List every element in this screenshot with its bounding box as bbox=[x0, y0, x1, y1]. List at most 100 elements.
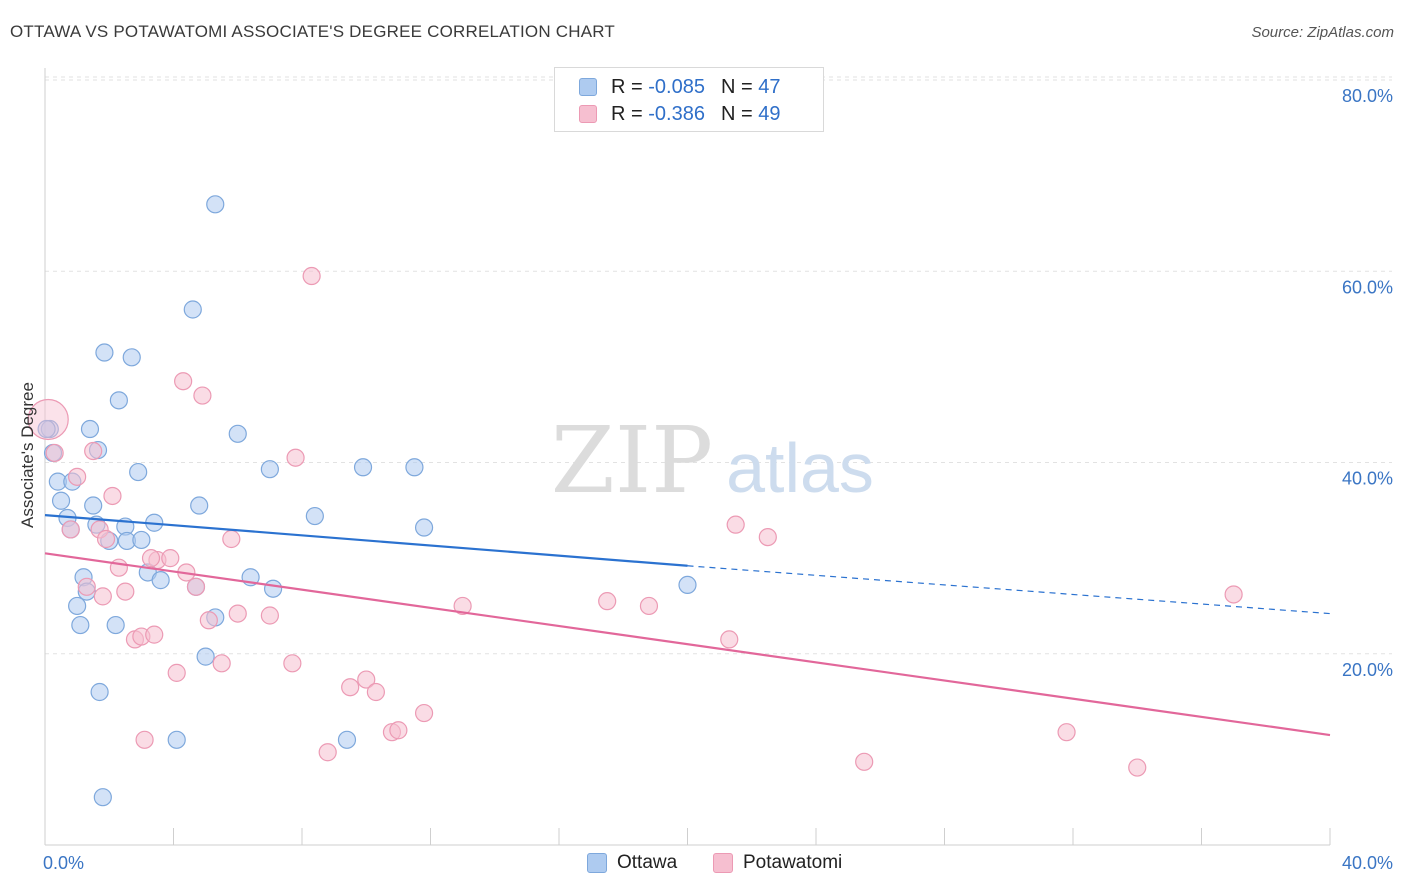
potawatomi-n-value: 49 bbox=[758, 102, 781, 125]
potawatomi-point bbox=[135, 730, 154, 749]
potawatomi-point bbox=[286, 448, 305, 467]
legend-row-potawatomi: R = -0.386 N = 49 bbox=[579, 101, 780, 127]
potawatomi-point bbox=[366, 682, 385, 702]
ottawa-n-value: 47 bbox=[758, 75, 781, 98]
potawatomi-r-value: -0.386 bbox=[648, 102, 705, 125]
potawatomi-point bbox=[758, 527, 777, 547]
potawatomi-point bbox=[186, 577, 206, 596]
y-tick-label: 80.0% bbox=[1342, 86, 1393, 106]
ottawa-point bbox=[90, 682, 109, 702]
ottawa-point bbox=[228, 424, 247, 443]
potawatomi-point bbox=[68, 467, 87, 486]
potawatomi-point bbox=[212, 654, 231, 673]
ottawa-point bbox=[260, 460, 279, 479]
potawatomi-point bbox=[61, 520, 80, 539]
ottawa-point bbox=[37, 419, 56, 439]
potawatomi-point bbox=[116, 582, 135, 601]
potawatomi-point bbox=[318, 743, 337, 762]
potawatomi-point bbox=[109, 558, 128, 577]
potawatomi-n-label: N = bbox=[720, 102, 753, 125]
ottawa-point bbox=[353, 458, 373, 477]
ottawa-r-value: -0.085 bbox=[648, 75, 705, 98]
ottawa-point bbox=[95, 343, 114, 362]
ottawa-point bbox=[93, 788, 112, 807]
ottawa-swatch bbox=[579, 78, 597, 96]
potawatomi-point bbox=[341, 678, 360, 697]
ottawa-point bbox=[414, 518, 434, 537]
ottawa-trend-extension bbox=[687, 565, 1331, 615]
potawatomi-swatch bbox=[579, 105, 597, 123]
y-tick-label: 60.0% bbox=[1342, 277, 1393, 297]
potawatomi-point bbox=[45, 443, 64, 463]
potawatomi-point bbox=[1224, 585, 1243, 604]
potawatomi-point bbox=[193, 386, 212, 405]
ottawa-point bbox=[129, 462, 148, 482]
potawatomi-point bbox=[598, 592, 617, 611]
bottom-ottawa-label: Ottawa bbox=[617, 852, 678, 873]
potawatomi-point bbox=[84, 441, 103, 461]
correlation-legend: R = -0.085 N = 47 R = -0.386 N = 49 bbox=[554, 67, 824, 132]
ottawa-point bbox=[68, 596, 87, 616]
potawatomi-r-label: R = bbox=[611, 102, 643, 125]
ottawa-point bbox=[190, 496, 209, 515]
ottawa-point bbox=[337, 730, 357, 749]
potawatomi-point bbox=[145, 625, 164, 644]
ottawa-point bbox=[109, 391, 128, 410]
potawatomi-point bbox=[93, 587, 112, 606]
ottawa-point bbox=[167, 730, 186, 749]
x-tick-label-max: 40.0% bbox=[1342, 853, 1393, 873]
potawatomi-point bbox=[726, 515, 745, 534]
ottawa-point bbox=[151, 571, 170, 590]
source-label: Source: ZipAtlas.com bbox=[1251, 24, 1394, 41]
y-axis-label: Associate's Degree bbox=[18, 382, 37, 528]
potawatomi-point bbox=[283, 654, 302, 673]
potawatomi-point bbox=[199, 611, 218, 630]
ottawa-point bbox=[206, 195, 225, 214]
potawatomi-point bbox=[103, 486, 122, 506]
gridlines bbox=[45, 76, 1392, 655]
watermark-atlas: atlas bbox=[726, 429, 874, 507]
legend-row-ottawa: R = -0.085 N = 47 bbox=[579, 74, 780, 100]
ottawa-point bbox=[84, 496, 103, 515]
potawatomi-points bbox=[27, 266, 1243, 777]
ottawa-n-label: N = bbox=[720, 75, 753, 98]
potawatomi-point bbox=[161, 549, 180, 568]
potawatomi-point bbox=[228, 604, 247, 623]
potawatomi-point bbox=[302, 266, 321, 286]
watermark: ZIP atlas bbox=[551, 407, 874, 514]
ottawa-r-label: R = bbox=[611, 75, 643, 98]
y-tick-label: 40.0% bbox=[1342, 469, 1393, 489]
bottom-potawatomi-swatch bbox=[713, 853, 733, 873]
potawatomi-point bbox=[174, 372, 193, 391]
ottawa-point bbox=[678, 575, 697, 595]
ottawa-point bbox=[405, 458, 424, 477]
ottawa-point bbox=[263, 579, 283, 598]
ottawa-point bbox=[183, 300, 202, 319]
potawatomi-point bbox=[260, 606, 279, 625]
potawatomi-point bbox=[414, 703, 434, 723]
bottom-ottawa-swatch bbox=[587, 853, 607, 873]
potawatomi-point bbox=[453, 596, 472, 616]
watermark-zip: ZIP bbox=[551, 407, 713, 514]
potawatomi-point bbox=[96, 529, 116, 549]
ottawa-point bbox=[196, 647, 215, 666]
potawatomi-point bbox=[357, 670, 376, 689]
y-tick-label: 20.0% bbox=[1342, 660, 1393, 680]
bottom-potawatomi-label: Potawatomi bbox=[743, 852, 843, 873]
ottawa-point bbox=[122, 348, 141, 367]
trend-lines bbox=[44, 513, 1331, 737]
potawatomi-point bbox=[27, 398, 69, 441]
ottawa-point bbox=[132, 530, 151, 550]
ottawa-point bbox=[106, 615, 125, 635]
potawatomi-trend-line bbox=[44, 552, 1331, 737]
potawatomi-point bbox=[639, 596, 659, 616]
bottom-legend-ottawa: Ottawa bbox=[587, 852, 677, 874]
ottawa-point bbox=[51, 491, 71, 510]
ottawa-point bbox=[71, 615, 90, 635]
x-tick-label-min: 0.0% bbox=[43, 853, 84, 873]
bottom-legend-potawatomi: Potawatomi bbox=[713, 852, 842, 874]
potawatomi-point bbox=[167, 663, 186, 682]
potawatomi-point bbox=[1057, 723, 1076, 742]
potawatomi-point bbox=[141, 549, 161, 568]
